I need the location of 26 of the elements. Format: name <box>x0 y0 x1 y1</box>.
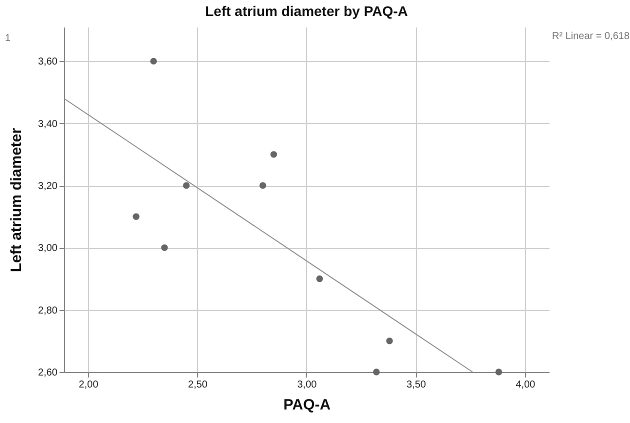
point <box>386 338 393 344</box>
point <box>132 213 140 220</box>
text: R² Linear = 0,618 <box>552 31 630 42</box>
y-tick-label: 3,20 <box>38 181 58 192</box>
y-tick-label: 2,60 <box>38 368 58 378</box>
x-tick-label: 2,50 <box>188 380 208 390</box>
y-tick-label: 3,40 <box>38 118 58 130</box>
y-tick-label: 3,60 <box>38 56 58 68</box>
chart-title: Left atrium diameter by PAQ-A <box>205 3 408 19</box>
x-tick-label: 2,00 <box>78 380 99 390</box>
point <box>316 275 323 282</box>
x-tick-label: 4,00 <box>516 380 536 390</box>
point <box>161 244 168 252</box>
point <box>270 151 278 158</box>
y-axis-title: Left atrium diameter <box>8 128 26 272</box>
point <box>495 368 502 376</box>
point <box>182 182 190 189</box>
y-tick-label: 2,80 <box>38 305 58 316</box>
point <box>150 58 157 65</box>
y-tick-label: 3,00 <box>38 243 58 254</box>
x-tick-label: 3,00 <box>297 380 318 390</box>
point <box>259 182 266 189</box>
text: 1 <box>5 33 11 44</box>
point <box>373 368 380 376</box>
x-tick-label: 3,50 <box>406 380 426 390</box>
x-axis-title: PAQ-A <box>283 396 331 414</box>
